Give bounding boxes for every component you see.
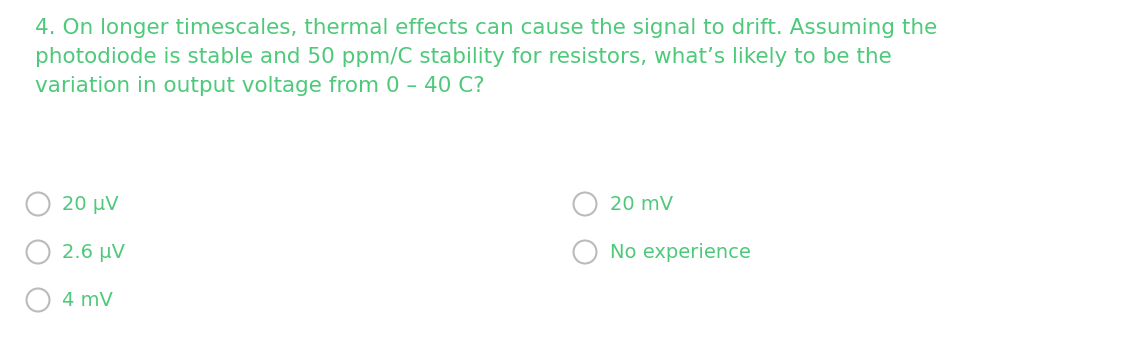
Text: 4 mV: 4 mV [62, 290, 113, 310]
Text: 2.6 μV: 2.6 μV [62, 242, 125, 262]
Text: No experience: No experience [610, 242, 751, 262]
Text: 20 mV: 20 mV [610, 195, 673, 213]
Text: 4. On longer timescales, thermal effects can cause the signal to drift. Assuming: 4. On longer timescales, thermal effects… [35, 18, 937, 96]
Text: 20 μV: 20 μV [62, 195, 119, 213]
